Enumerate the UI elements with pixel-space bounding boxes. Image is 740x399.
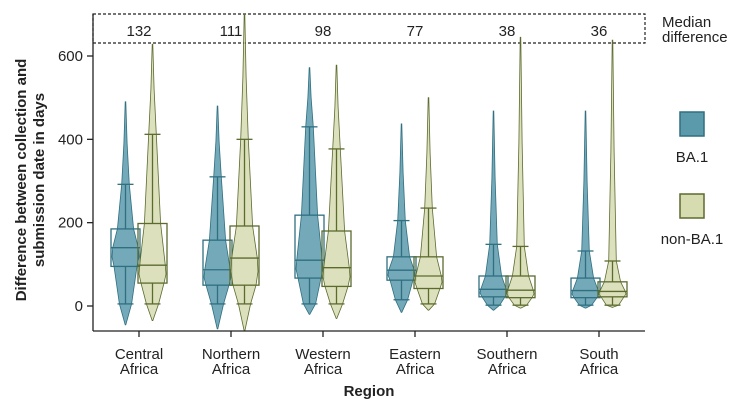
x-tick-label-line: Africa <box>120 361 159 378</box>
median-value-1: 111 <box>220 23 243 40</box>
legend-swatch-non-BA.1 <box>679 193 705 219</box>
legend-swatch-BA.1 <box>679 111 705 137</box>
box-non-BA.1-4 <box>505 275 536 299</box>
median-value-3: 77 <box>407 23 424 40</box>
x-tick-label-3: Eastern Africa <box>389 346 441 378</box>
y-axis-title-line-1: Difference between collection and <box>13 59 30 302</box>
median-value-0: 132 <box>126 23 151 40</box>
median-difference-box <box>92 13 646 44</box>
x-tick-label-4: Southern Africa <box>477 346 538 378</box>
x-tick-label-line: Africa <box>212 361 251 378</box>
box-non-BA.1-2 <box>321 230 352 288</box>
x-tick-label-line: Northern <box>202 346 260 363</box>
median-value-4: 38 <box>499 23 516 40</box>
violin-non-BA.1-3 <box>414 97 443 311</box>
box-non-BA.1-1 <box>229 225 260 286</box>
x-tick-label-1: Northern Africa <box>202 346 260 378</box>
x-tick-label-line: Africa <box>304 361 343 378</box>
median-value-5: 36 <box>591 23 608 40</box>
series-non-BA.1 <box>137 13 628 332</box>
x-tick-label-line: Central <box>115 346 163 363</box>
violin-BA.1-4 <box>479 110 508 311</box>
y-tick-label-0: 0 <box>75 298 83 315</box>
x-tick-label-line: Africa <box>396 361 435 378</box>
x-tick-label-line: Africa <box>488 361 527 378</box>
box-BA.1-2 <box>294 214 325 279</box>
x-tick-label-line: Eastern <box>389 346 441 363</box>
box-non-BA.1-5 <box>597 281 628 298</box>
x-axis-title: Region <box>344 383 395 399</box>
box-non-BA.1-0 <box>137 222 168 284</box>
plot-area <box>110 13 628 332</box>
x-tick-label-2: Western Africa <box>295 346 351 378</box>
box-BA.1-3 <box>386 256 417 281</box>
median-difference-label: Median difference <box>662 14 728 46</box>
series-BA.1 <box>110 67 601 330</box>
box-non-BA.1-3 <box>413 256 444 290</box>
y-tick-label-200: 200 <box>58 215 83 232</box>
x-tick-label-5: South Africa <box>579 346 618 378</box>
legend-label-non-BA.1: non-BA.1 <box>661 231 724 248</box>
x-tick-label-line: South <box>579 346 618 363</box>
box-BA.1-5 <box>570 277 601 299</box>
legend-label-BA.1: BA.1 <box>676 149 709 166</box>
x-tick-label-0: Central Africa <box>115 346 163 378</box>
median-value-2: 98 <box>315 23 332 40</box>
median-difference-band: 132 111 98 77 38 36 Median difference <box>92 13 728 46</box>
y-axis: 0 200 400 600 <box>58 14 94 331</box>
y-tick-label-400: 400 <box>58 131 83 148</box>
y-axis-title-line-2: submission date in days <box>31 93 48 267</box>
legend: BA.1 non-BA.1 <box>661 111 724 248</box>
x-tick-label-line: Southern <box>477 346 538 363</box>
x-tick-label-line: Africa <box>580 361 619 378</box>
x-tick-label-line: Western <box>295 346 351 363</box>
box-BA.1-4 <box>478 275 509 298</box>
median-difference-label-line: difference <box>662 29 728 46</box>
y-tick-label-600: 600 <box>58 48 83 65</box>
median-difference-label-line: Median <box>662 14 711 31</box>
